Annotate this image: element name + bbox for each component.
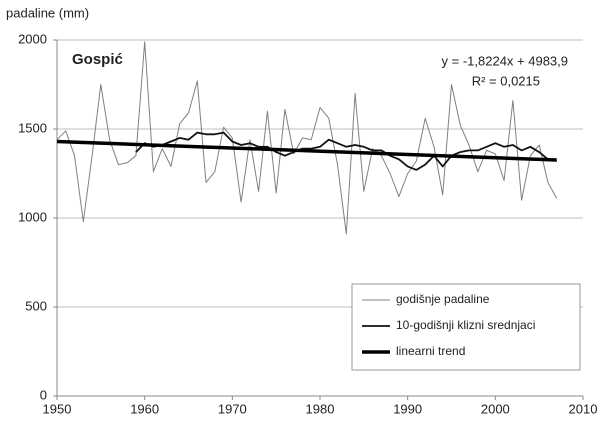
y-tick-label: 2000: [18, 31, 47, 46]
x-tick-label: 2010: [569, 401, 598, 416]
x-tick-label: 1950: [43, 401, 72, 416]
x-tick-label: 1960: [130, 401, 159, 416]
x-tick-label: 2000: [481, 401, 510, 416]
legend-label: 10-godišnji klizni srednjaci: [396, 318, 535, 332]
y-tick-label: 1500: [18, 120, 47, 135]
y-tick-label: 1000: [18, 209, 47, 224]
trend-equation: y = -1,8224x + 4983,9: [442, 53, 568, 68]
station-label: Gospić: [72, 51, 123, 68]
legend-box: [351, 283, 581, 371]
x-tick-label: 1990: [393, 401, 422, 416]
x-tick-label: 1970: [218, 401, 247, 416]
series-line: [56, 139, 557, 162]
legend-label: linearni trend: [396, 344, 465, 358]
legend-label: godišnje padaline: [396, 292, 490, 306]
series-line: [135, 131, 557, 171]
y-tick-label: 0: [40, 387, 47, 402]
y-tick-label: 500: [25, 298, 47, 313]
trend-r2: R² = 0,0215: [472, 73, 540, 88]
y-axis-label: padaline (mm): [6, 5, 89, 20]
x-tick-label: 1980: [306, 401, 335, 416]
